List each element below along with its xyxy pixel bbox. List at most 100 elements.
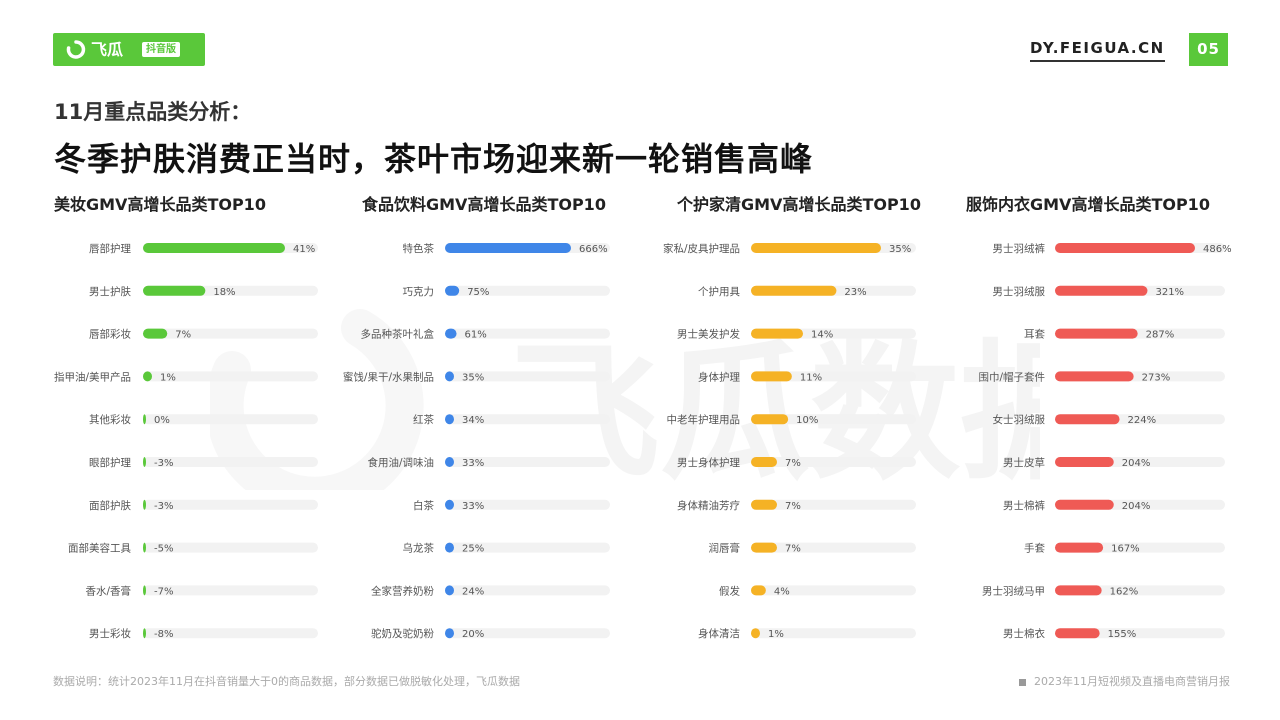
bar-track [143, 628, 318, 639]
bar [445, 371, 454, 382]
bar-track [445, 328, 610, 339]
bar [1055, 371, 1134, 382]
bar-track [751, 628, 916, 639]
report-name-text: 2023年11月短视频及直播电商营销月报 [1034, 675, 1230, 688]
bar [143, 457, 146, 467]
bar [751, 542, 777, 553]
value-label: -3% [154, 458, 173, 469]
bar [1055, 499, 1114, 510]
bar [445, 457, 454, 467]
logo-ring-icon [66, 40, 86, 59]
bar-track [445, 542, 610, 553]
category-label: 乌龙茶 [403, 542, 435, 555]
bar [445, 285, 460, 296]
site-url[interactable]: DY.FEIGUA.CN [1030, 38, 1165, 62]
bar [445, 542, 454, 553]
category-label: 润唇膏 [709, 542, 741, 555]
bar-track [445, 628, 610, 639]
bar [1055, 285, 1148, 296]
category-label: 身体清洁 [698, 627, 740, 640]
category-label: 巧克力 [403, 285, 435, 298]
bar [143, 585, 146, 596]
chart-personal-care: 家私/皮具护理品 35% 个护用具 23% 男士美发护发 14% 身体护理 11% 中老年护理用… [663, 242, 916, 640]
category-label: 食用油/调味油 [367, 456, 434, 469]
category-label: 手套 [1024, 542, 1046, 555]
category-label: 蜜饯/果干/水果制品 [343, 370, 434, 383]
value-label: 41% [293, 244, 315, 255]
bar-track [143, 499, 318, 510]
category-label: 男士皮草 [1003, 456, 1045, 469]
bar-track [445, 499, 610, 510]
value-label: 287% [1146, 330, 1175, 341]
page-subtitle: 11月重点品类分析： [54, 100, 252, 124]
bar [143, 499, 146, 510]
value-label: 11% [800, 372, 822, 383]
category-label: 指甲油/美甲产品 [54, 370, 131, 383]
value-label: 25% [462, 544, 484, 555]
value-label: 7% [785, 501, 801, 512]
category-label: 女士羽绒服 [993, 413, 1046, 426]
value-label: 224% [1128, 415, 1157, 426]
value-label: 204% [1122, 501, 1151, 512]
bar [445, 628, 454, 639]
report-name: 2023年11月短视频及直播电商营销月报 [1019, 673, 1230, 689]
bar [751, 628, 760, 639]
value-label: 33% [462, 458, 484, 469]
bar [1055, 243, 1195, 253]
category-label: 男士彩妆 [89, 627, 131, 640]
bar [445, 243, 571, 253]
bar-track [143, 457, 318, 467]
page-number: 05 [1189, 33, 1228, 66]
category-label: 男士羽绒裤 [993, 242, 1046, 255]
value-label: 23% [844, 287, 866, 298]
value-label: 1% [160, 372, 176, 383]
bar [445, 328, 457, 339]
category-label: 耳套 [1024, 328, 1046, 341]
logo-tag: 抖音版 [142, 42, 180, 57]
category-label: 男士棉衣 [1003, 627, 1045, 640]
chart-title-food: 食品饮料GMV高增长品类TOP10 [362, 195, 606, 214]
bar-track [445, 585, 610, 596]
value-label: 35% [462, 372, 484, 383]
bar [143, 414, 146, 425]
bar-track [143, 414, 318, 425]
bar-track [751, 371, 916, 382]
bar [1055, 414, 1120, 425]
category-label: 白茶 [413, 499, 434, 512]
value-label: 20% [462, 629, 484, 640]
logo-text: 飞瓜 [91, 40, 124, 59]
category-label: 男士护肤 [89, 285, 131, 298]
value-label: 273% [1142, 372, 1171, 383]
bar [445, 585, 454, 596]
value-label: 0% [154, 415, 170, 426]
bar [751, 243, 881, 253]
bar [751, 585, 766, 596]
category-label: 围巾/帽子套件 [978, 370, 1045, 383]
value-label: 61% [465, 330, 487, 341]
category-label: 身体精油芳疗 [677, 499, 740, 512]
category-label: 中老年护理用品 [667, 413, 741, 426]
bar [751, 457, 777, 467]
bar [1055, 542, 1104, 553]
category-label: 面部护肤 [89, 499, 131, 512]
category-label: 唇部彩妆 [89, 328, 131, 341]
page-title: 冬季护肤消费正当时，茶叶市场迎来新一轮销售高峰 [54, 140, 814, 178]
brand-logo: 飞瓜 抖音版 [53, 33, 205, 66]
bar-track [751, 585, 916, 596]
chart-title-apparel: 服饰内衣GMV高增长品类TOP10 [966, 195, 1210, 214]
category-label: 唇部护理 [89, 242, 131, 255]
bar-track [751, 542, 916, 553]
category-label: 驼奶及驼奶粉 [371, 627, 434, 640]
bar [445, 414, 454, 425]
bar [143, 243, 285, 253]
data-note: 数据说明：统计2023年11月在抖音销量大于0的商品数据，部分数据已做脱敏化处理… [53, 675, 520, 688]
category-label: 假发 [719, 584, 740, 597]
category-label: 特色茶 [403, 242, 435, 255]
bar-track [143, 328, 318, 339]
chart-title-personal-care: 个护家清GMV高增长品类TOP10 [677, 195, 921, 214]
value-label: 14% [811, 330, 833, 341]
value-label: -8% [154, 629, 173, 640]
bar [751, 371, 792, 382]
value-label: 18% [213, 287, 235, 298]
